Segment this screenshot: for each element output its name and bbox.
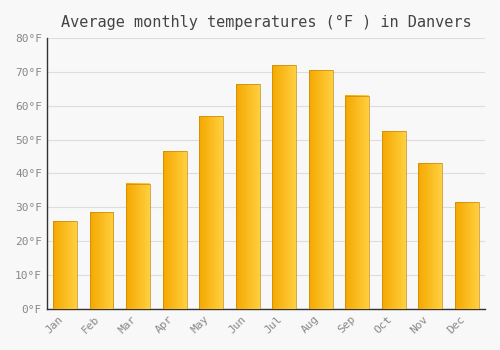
Bar — [309, 70, 332, 309]
Bar — [126, 184, 150, 309]
Bar — [236, 84, 260, 309]
Bar — [163, 152, 186, 309]
Bar — [418, 163, 442, 309]
Bar — [272, 65, 296, 309]
Bar — [346, 96, 369, 309]
Bar — [382, 131, 406, 309]
Bar — [200, 116, 223, 309]
Bar — [90, 212, 114, 309]
Bar — [54, 221, 77, 309]
Bar — [455, 202, 478, 309]
Title: Average monthly temperatures (°F ) in Danvers: Average monthly temperatures (°F ) in Da… — [60, 15, 471, 30]
